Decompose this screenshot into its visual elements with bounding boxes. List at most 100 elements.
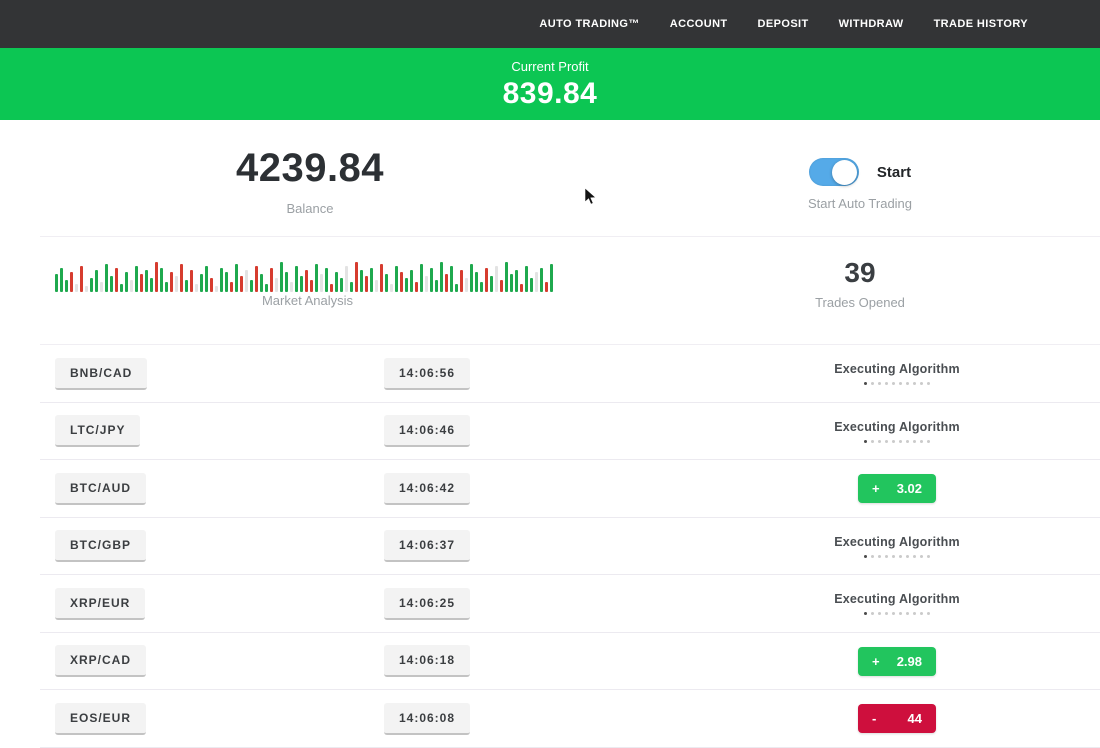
chart-bar (510, 274, 513, 292)
time-badge: 14:06:25 (383, 587, 471, 620)
result-sign: + (872, 653, 880, 669)
progress-dot-icon (863, 554, 867, 558)
chart-bar (165, 282, 168, 292)
progress-dot-icon (863, 382, 867, 386)
chart-bar (520, 284, 523, 292)
chart-bar (125, 272, 128, 292)
chart-bar (220, 268, 223, 292)
pair-badge: XRP/EUR (55, 587, 146, 620)
pair-badge: BTC/AUD (55, 472, 146, 505)
trades-opened-value: 39 (844, 257, 876, 288)
chart-bar (260, 274, 263, 292)
chart-bar (235, 264, 238, 292)
chart-bar (485, 268, 488, 292)
trade-row: BTC/AUD 14:06:42 +3.02 (0, 460, 1100, 518)
chart-bar (390, 284, 393, 292)
chart-bar (115, 268, 118, 292)
chart-bar (460, 270, 463, 292)
chart-bar (265, 284, 268, 292)
progress-dot-icon (877, 554, 881, 558)
result-value: 3.02 (896, 481, 922, 497)
chart-bar (340, 278, 343, 292)
trades-opened-label: Trades Opened (815, 295, 905, 310)
executing-status: Executing Algorithm (834, 362, 960, 386)
chart-bar (120, 284, 123, 292)
chart-bar (230, 282, 233, 292)
executing-label: Executing Algorithm (834, 592, 960, 607)
toggle-caption: Start Auto Trading (807, 196, 913, 211)
chart-bar (330, 284, 333, 292)
progress-dot-icon (870, 554, 874, 558)
trade-row: XRP/EUR 14:06:25 Executing Algorithm (0, 575, 1100, 633)
progress-dot-icon (926, 554, 930, 558)
pair-badge: XRP/CAD (55, 645, 147, 678)
nav-item-withdraw[interactable]: WITHDRAW (838, 18, 904, 30)
progress-dot-icon (919, 554, 923, 558)
result-badge: - 44 (858, 704, 936, 734)
chart-bar (490, 276, 493, 292)
chart-bar (545, 282, 548, 292)
progress-dot-icon (919, 612, 923, 616)
chart-bar (275, 278, 278, 292)
chart-bar (420, 264, 423, 292)
chart-bar (385, 274, 388, 292)
chart-bar (160, 268, 163, 292)
trades-opened-block: 39 Trades Opened (620, 237, 1100, 345)
nav-item-deposit[interactable]: DEPOSIT (757, 18, 809, 30)
chart-bar (435, 280, 438, 292)
nav-item-account[interactable]: ACCOUNT (669, 18, 728, 30)
nav-item-trade-history[interactable]: TRADE HISTORY (933, 18, 1028, 30)
chart-bar (280, 262, 283, 292)
auto-trading-block: Start Start Auto Trading (620, 120, 1100, 237)
profit-banner-value: 839.84 (502, 77, 598, 110)
progress-dots (834, 439, 960, 443)
time-badge: 14:06:37 (383, 530, 471, 563)
trade-row: BNB/CAD 14:06:56 Executing Algorithm (0, 345, 1100, 403)
chart-bar (180, 264, 183, 292)
trade-row: BTC/GBP 14:06:37 Executing Algorithm (0, 518, 1100, 576)
chart-bar (190, 270, 193, 292)
auto-trading-toggle[interactable] (808, 158, 859, 186)
progress-dot-icon (919, 382, 923, 386)
chart-bar (365, 276, 368, 292)
progress-dot-icon (870, 439, 874, 443)
nav-item-auto-trading[interactable]: AUTO TRADING™ (539, 18, 640, 30)
chart-bar (530, 278, 533, 292)
chart-bar (315, 264, 318, 292)
chart-bar (350, 282, 353, 292)
chart-bar (270, 268, 273, 292)
chart-bar (505, 262, 508, 292)
chart-bar (465, 278, 468, 292)
progress-dots (834, 382, 960, 386)
chart-bar (100, 282, 103, 292)
chart-bar (215, 286, 218, 292)
chart-bar (310, 280, 313, 292)
top-nav: AUTO TRADING™ ACCOUNT DEPOSIT WITHDRAW T… (0, 0, 1100, 48)
chart-bar (200, 274, 203, 292)
chart-bar (65, 280, 68, 292)
progress-dot-icon (905, 382, 909, 386)
time-badge: 14:06:42 (383, 472, 471, 505)
chart-bar (415, 282, 418, 292)
progress-dot-icon (926, 612, 930, 616)
chart-bar (495, 266, 498, 292)
chart-bar (85, 286, 88, 292)
chart-bar (150, 278, 153, 292)
progress-dot-icon (877, 439, 881, 443)
chart-bar (145, 270, 148, 292)
profit-banner-label: Current Profit (511, 59, 589, 74)
result-sign: + (872, 481, 880, 497)
executing-status: Executing Algorithm (834, 592, 960, 616)
balance-block: 4239.84 Balance (0, 120, 620, 237)
chart-bar (295, 266, 298, 292)
chart-bar (320, 274, 323, 292)
progress-dot-icon (870, 382, 874, 386)
toggle-knob-icon (832, 159, 858, 185)
chart-bar (550, 264, 553, 292)
progress-dots (834, 612, 960, 616)
progress-dot-icon (870, 612, 874, 616)
progress-dot-icon (912, 554, 916, 558)
progress-dot-icon (884, 612, 888, 616)
chart-bar (500, 280, 503, 292)
progress-dot-icon (884, 382, 888, 386)
